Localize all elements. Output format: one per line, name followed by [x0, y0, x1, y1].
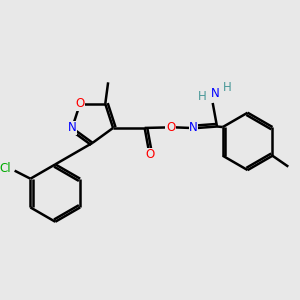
- Text: O: O: [75, 98, 85, 110]
- Text: N: N: [68, 122, 76, 134]
- Text: Cl: Cl: [0, 162, 11, 175]
- Text: O: O: [166, 121, 175, 134]
- Text: H: H: [223, 81, 231, 94]
- Text: H: H: [197, 90, 206, 103]
- Text: N: N: [189, 122, 198, 134]
- Text: O: O: [146, 148, 155, 161]
- Text: N: N: [211, 87, 219, 100]
